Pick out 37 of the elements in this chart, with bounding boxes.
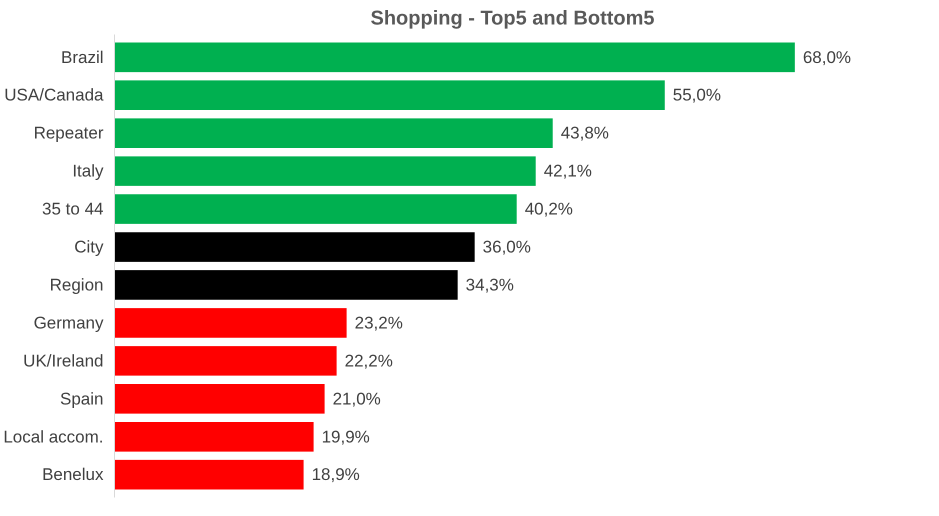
- data-label: 40,2%: [524, 200, 573, 219]
- bar: [114, 308, 347, 338]
- y-tick-label: Benelux: [42, 465, 104, 484]
- bar: [114, 118, 553, 148]
- y-tick-label: Spain: [60, 389, 104, 408]
- bar: [114, 80, 665, 110]
- data-label: 55,0%: [672, 86, 721, 105]
- y-tick-label: 35 to 44: [42, 200, 104, 219]
- y-tick-label: UK/Ireland: [23, 351, 104, 370]
- bar: [114, 156, 536, 186]
- bar: [114, 422, 314, 452]
- y-tick-label: Local accom.: [3, 427, 104, 446]
- chart-title: Shopping - Top5 and Bottom5: [370, 8, 655, 30]
- y-tick-label: City: [74, 238, 104, 257]
- data-label: 34,3%: [466, 275, 514, 294]
- bar: [114, 232, 475, 262]
- y-tick-label: Germany: [34, 313, 104, 332]
- data-label: 23,2%: [354, 313, 403, 332]
- data-label: 68,0%: [802, 48, 852, 67]
- bar: [114, 460, 304, 490]
- y-tick-label: Region: [50, 275, 104, 294]
- data-label: 36,0%: [482, 238, 531, 257]
- data-label: 43,8%: [560, 124, 609, 143]
- y-tick-label: Italy: [72, 162, 104, 181]
- data-label: 18,9%: [312, 465, 360, 484]
- data-label: 22,2%: [344, 351, 393, 370]
- y-tick-label: Repeater: [34, 124, 104, 143]
- bar: [114, 270, 458, 300]
- bar: [114, 346, 337, 376]
- data-label: 42,1%: [544, 162, 592, 181]
- y-tick-label: Brazil: [60, 48, 104, 67]
- y-tick-label: USA/Canada: [4, 86, 104, 105]
- bar: [114, 384, 325, 414]
- data-label: 19,9%: [322, 427, 370, 446]
- bar: [114, 42, 795, 72]
- data-label: 21,0%: [332, 389, 381, 408]
- bar: [114, 194, 517, 224]
